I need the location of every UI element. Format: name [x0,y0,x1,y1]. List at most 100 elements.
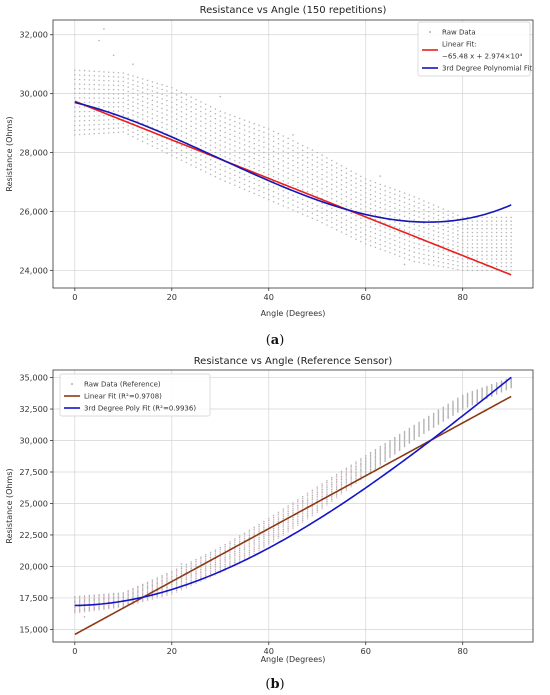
scatter-point [369,184,372,187]
scatter-point [93,79,95,81]
scatter-point [209,110,212,113]
scatter-point [195,132,197,135]
scatter-point [355,468,357,471]
scatter-point [200,558,202,560]
scatter-point [258,538,260,541]
scatter-point [394,202,396,205]
scatter-point [282,190,285,192]
scatter-point [500,262,503,264]
scatter-point [282,523,285,525]
scatter-point [238,142,241,144]
scatter-point [229,118,231,121]
scatter-point [374,458,377,460]
scatter-point [301,517,304,520]
scatter-point [224,170,226,173]
scatter-point [93,132,95,135]
scatter-point [209,565,212,568]
scatter-point [321,212,323,214]
scatter-point [345,483,348,485]
scatter-point [175,99,178,101]
scatter-point [374,456,377,459]
scatter-point [204,573,207,575]
scatter-point [112,54,115,57]
scatter-point [316,486,318,488]
scatter-point [394,239,396,242]
scatter-point [195,103,197,106]
x-tick-label: 40 [264,292,274,302]
scatter-point [156,591,158,593]
scatter-point [389,251,391,254]
scatter-point [141,587,144,589]
scatter-point [345,195,348,198]
scatter-point [321,173,323,176]
scatter-point [379,454,382,457]
scatter-point [311,493,314,495]
scatter-point [340,221,343,224]
scatter-point [292,179,294,182]
scatter-point [301,188,304,191]
scatter-point [88,600,91,602]
scatter-point [500,239,503,241]
scatter-point [253,547,255,549]
scatter-point [495,246,498,249]
scatter-point [316,214,318,217]
scatter-point [398,213,401,216]
scatter-point [137,107,139,109]
scatter-point [171,111,173,113]
scatter-point [297,513,299,516]
legend-box [417,21,531,77]
scatter-point [156,105,158,108]
scatter-point [258,534,260,537]
scatter-point [316,507,318,510]
scatter-point [394,450,396,453]
scatter-point [263,156,265,159]
scatter-point [146,585,149,587]
scatter-point [93,88,95,90]
scatter-point [161,576,163,579]
scatter-point [74,598,76,600]
scatter-point [137,103,139,105]
scatter-point [132,105,134,108]
scatter-point [224,131,226,134]
scatter-point [360,184,362,187]
scatter-point [408,198,411,201]
scatter-point [505,216,508,219]
scatter-point [471,231,474,234]
scatter-point [297,142,299,144]
scatter-point [253,167,255,170]
scatter-point [457,241,459,244]
scatter-point [141,594,144,597]
scatter-point [132,96,134,99]
scatter-point [88,601,91,603]
scatter-point [428,228,430,230]
scatter-point [185,568,188,571]
scatter-point [78,78,81,81]
scatter-point [78,600,81,602]
scatter-point [437,206,440,208]
scatter-point [350,198,352,200]
scatter-point [297,201,299,203]
scatter-point [224,565,226,568]
scatter-point [379,448,382,450]
scatter-point [355,191,357,194]
scatter-point [369,226,372,228]
scatter-point [214,559,217,562]
scatter-point [175,591,178,593]
scatter-point [98,92,100,95]
scatter-point [394,188,396,191]
scatter-point [394,441,396,443]
scatter-point [190,130,192,132]
scatter-point [253,533,255,536]
scatter-point [209,576,212,578]
scatter-point [335,214,338,217]
scatter-point [355,477,357,480]
scatter-point [117,110,120,112]
scatter-point [461,243,464,245]
scatter-point [301,169,304,171]
scatter-point [311,496,314,499]
x-axis-label: Angle (Degrees) [261,309,326,318]
scatter-point [83,616,86,618]
scatter-point [369,469,372,472]
scatter-point [360,471,362,473]
